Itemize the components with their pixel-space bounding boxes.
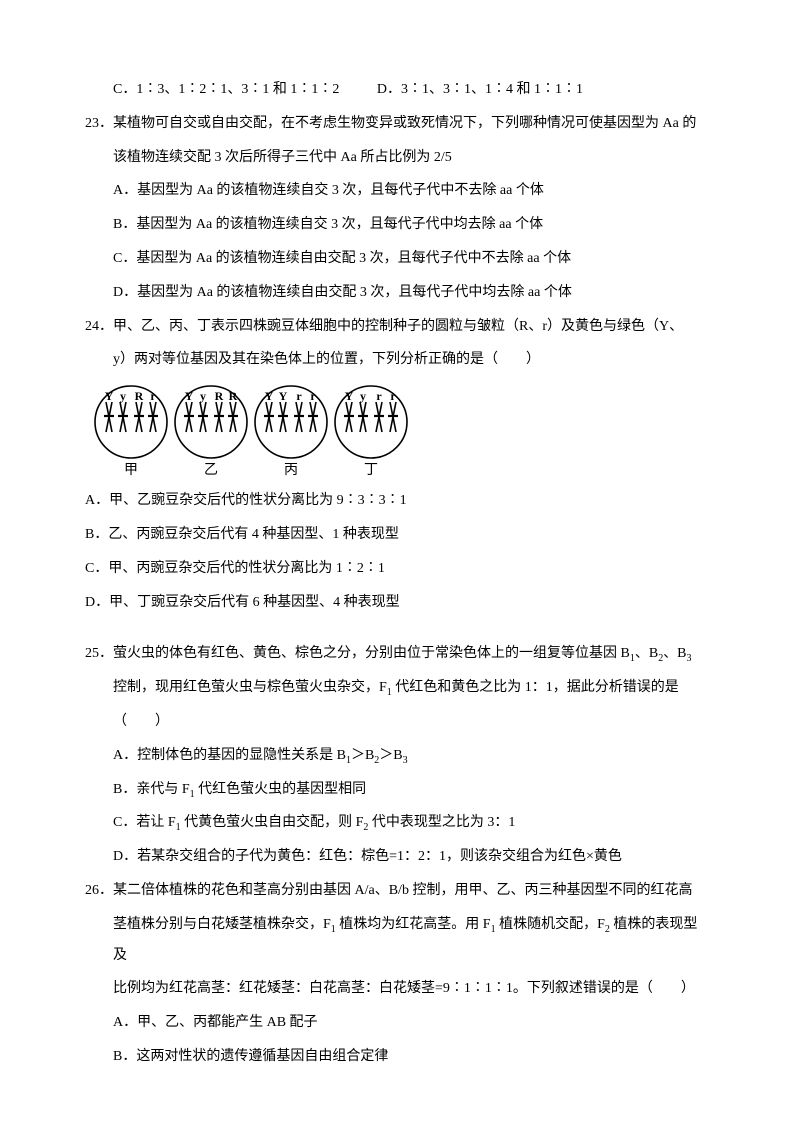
q25a-2: ＞B [351, 748, 374, 763]
q25-l1c: 、B [663, 646, 686, 661]
svg-text:r: r [296, 389, 302, 403]
q26-l2b: 植株均为红花高茎。用 F [336, 917, 491, 932]
prev-question-options: C．1∶3、1∶2∶1、3∶1 和 1∶1∶2 D．3∶1、3∶1、1∶4 和 … [85, 75, 709, 106]
q25-l2a: 控制，现用红色萤火虫与棕色萤火虫杂交，F [113, 680, 387, 695]
q25b-1: B．亲代与 F [113, 782, 190, 797]
q26-opt-a: A．甲、乙、丙都能产生 AB 配子 [85, 1008, 709, 1039]
q23-opt-a: A．基因型为 Aa 的该植物连续自交 3 次，且每代子代中不去除 aa 个体 [85, 176, 709, 207]
q25a-3: ＞B [379, 748, 402, 763]
q25b-2: 代红色萤火虫的基因型相同 [195, 782, 367, 797]
svg-text:Y: Y [345, 389, 354, 403]
q25-line1: 25．萤火虫的体色有红色、黄色、棕色之分，分别由位于常染色体上的一组复等位基因 … [85, 639, 709, 670]
q23-line2: 该植物连续交配 3 次后所得子三代中 Aa 所占比例为 2/5 [85, 143, 709, 174]
q25-opt-c: C．若让 F1 代黄色萤火虫自由交配，则 F2 代中表现型之比为 3：1 [85, 808, 709, 839]
svg-text:Y: Y [185, 389, 194, 403]
svg-text:y: y [200, 389, 206, 403]
q23-line1: 23．某植物可自交或自由交配，在不考虑生物变异或致死情况下，下列哪种情况可使基因… [85, 109, 709, 140]
svg-text:r: r [310, 389, 316, 403]
svg-text:r: r [150, 389, 156, 403]
q25-l1a: 25．萤火虫的体色有红色、黄色、棕色之分，分别由位于常染色体上的一组复等位基因 … [85, 646, 630, 661]
svg-text:y: y [120, 389, 126, 403]
svg-text:r: r [376, 389, 382, 403]
q24-line1: 24．甲、乙、丙、丁表示四株豌豆体细胞中的控制种子的圆粒与皱粒（R、r）及黄色与… [85, 312, 709, 343]
svg-text:Y: Y [265, 389, 274, 403]
svg-text:Y: Y [105, 389, 114, 403]
q24-opt-c: C．甲、丙豌豆杂交后代的性状分离比为 1∶2∶1 [85, 554, 709, 585]
q24-opt-a: A．甲、乙豌豆杂交后代的性状分离比为 9∶3∶3∶1 [85, 486, 709, 517]
svg-text:r: r [390, 389, 396, 403]
svg-text:R: R [135, 389, 144, 403]
q24-figure: YyRr甲YyRR乙YYrr丙Yyrr丁 [85, 382, 709, 482]
q25c-2: 代黄色萤火虫自由交配，则 F [181, 815, 364, 830]
q24-opt-d: D．甲、丁豌豆杂交后代有 6 种基因型、4 种表现型 [85, 588, 709, 619]
svg-text:R: R [215, 389, 224, 403]
cells-diagram-svg: YyRr甲YyRR乙YYrr丙Yyrr丁 [85, 382, 425, 482]
spacer [85, 621, 709, 639]
q26-opt-b: B．这两对性状的遗传遵循基因自由组合定律 [85, 1042, 709, 1073]
q25-opt-a: A．控制体色的基因的显隐性关系是 B1＞B2＞B3 [85, 741, 709, 772]
svg-text:丁: 丁 [364, 463, 378, 478]
q26-line2: 茎植株分别与白花矮茎植株杂交，F1 植株均为红花高茎。用 F1 植株随机交配，F… [85, 910, 709, 972]
q23-opt-d: D．基因型为 Aa 的该植物连续自由交配 3 次，且每代子代中均去除 aa 个体 [85, 278, 709, 309]
svg-text:Y: Y [279, 389, 288, 403]
q25-l1b: 、B [635, 646, 658, 661]
sub-b3: 3 [403, 755, 408, 766]
svg-text:y: y [360, 389, 366, 403]
svg-text:R: R [229, 389, 238, 403]
q25c-3: 代中表现型之比为 3：1 [368, 815, 515, 830]
q25-line3: （ ） [85, 707, 709, 738]
q26-l2c: 植株随机交配，F [496, 917, 605, 932]
page: C．1∶3、1∶2∶1、3∶1 和 1∶1∶2 D．3∶1、3∶1、1∶4 和 … [0, 0, 794, 1073]
q25-l2b: 代红色和黄色之比为 1：1，据此分析错误的是 [392, 680, 679, 695]
q26-l2a: 茎植株分别与白花矮茎植株杂交，F [113, 917, 331, 932]
q25-opt-d: D．若某杂交组合的子代为黄色：红色：棕色=1：2：1，则该杂交组合为红色×黄色 [85, 842, 709, 873]
svg-text:甲: 甲 [124, 463, 138, 478]
q23-opt-c: C．基因型为 Aa 的该植物连续自由交配 3 次，且每代子代中不去除 aa 个体 [85, 244, 709, 275]
q25-opt-b: B．亲代与 F1 代红色萤火虫的基因型相同 [85, 775, 709, 806]
opt-d: D．3∶1、3∶1、1∶4 和 1∶1∶1 [377, 75, 583, 106]
q23-opt-b: B．基因型为 Aa 的该植物连续自交 3 次，且每代子代中均去除 aa 个体 [85, 210, 709, 241]
svg-text:丙: 丙 [284, 463, 298, 478]
q24-line2: y）两对等位基因及其在染色体上的位置，下列分析正确的是（ ） [85, 345, 709, 376]
opt-c: C．1∶3、1∶2∶1、3∶1 和 1∶1∶2 [113, 75, 339, 106]
q25-line2: 控制，现用红色萤火虫与棕色萤火虫杂交，F1 代红色和黄色之比为 1：1，据此分析… [85, 673, 709, 704]
q24-opt-b: B．乙、丙豌豆杂交后代有 4 种基因型、1 种表现型 [85, 520, 709, 551]
sub-3: 3 [687, 653, 692, 664]
svg-text:乙: 乙 [204, 462, 218, 478]
q25a-1: A．控制体色的基因的显隐性关系是 B [113, 748, 346, 763]
q26-line1: 26．某二倍体植株的花色和茎高分别由基因 A/a、B/b 控制，用甲、乙、丙三种… [85, 876, 709, 907]
q26-line3: 比例均为红花高茎：红花矮茎：白花高茎：白花矮茎=9∶1∶1∶1。下列叙述错误的是… [85, 974, 709, 1005]
q25c-1: C．若让 F [113, 815, 176, 830]
